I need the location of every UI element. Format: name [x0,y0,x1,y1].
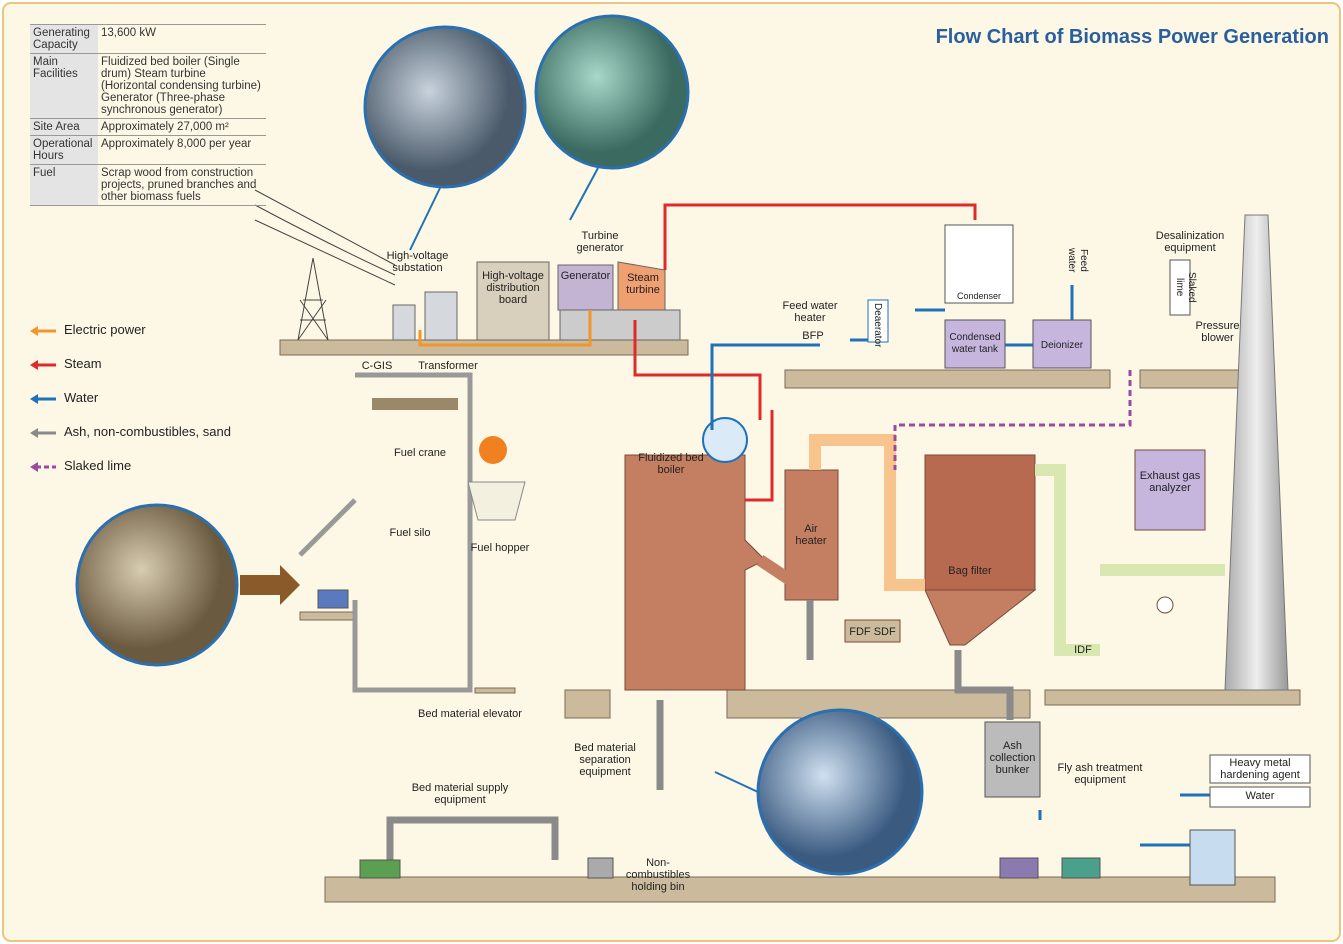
feed-arrow [240,565,300,605]
spec-value: 13,600 kW [98,24,266,54]
photos [75,14,924,876]
label: High-voltage substation [386,250,449,274]
legend-arrowhead [30,461,38,472]
label: Deionizer [1040,340,1084,351]
legend-item: Ash, non-combustibles, sand [30,424,231,439]
legend-icon [30,393,56,404]
label: Bed material elevator [418,708,522,720]
label: Water [1245,790,1275,802]
label: Air heater [795,523,827,547]
label: Non-combustibles holding bin [625,857,691,893]
label: Bag filter [948,565,992,577]
spec-row: Generating Capacity 13,600 kW [30,24,266,54]
label: Feed water [1066,247,1089,273]
spec-row: Site Area Approximately 27,000 m² [30,118,266,136]
label: Heavy metal hardening agent [1220,757,1300,781]
ground-slabs [279,339,1301,903]
stack [1224,214,1289,691]
tower [254,189,396,341]
label: Condenser [956,291,1002,301]
photo-links [409,167,759,793]
legend-label: Slaked lime [64,458,132,473]
spec-row: Operational Hours Approximately 8,000 per… [30,135,266,165]
spec-label: Site Area [30,118,98,136]
legend-label: Water [64,390,99,405]
legend-label: Steam [64,356,102,371]
spec-value: Scrap wood from construction projects, p… [98,164,266,206]
label: IDF [1074,644,1092,656]
label: Generator [560,270,611,282]
spec-label: Fuel [30,164,98,206]
label: Turbine generator [576,230,624,254]
label: Fly ash treatment equipment [1057,762,1143,786]
label: Slaked lime [1174,271,1197,303]
label: Fuel crane [394,447,446,459]
label: Bed material supply equipment [411,782,509,806]
label: Bed material separation equipment [574,742,636,778]
legend-label: Electric power [64,322,146,337]
legend-label: Ash, non-combustibles, sand [64,424,231,439]
label: Fuel silo [389,527,431,539]
spec-label: Generating Capacity [30,24,98,54]
ash-lines [386,600,1014,860]
spec-row: Fuel Scrap wood from construction project… [30,164,266,206]
legend-item: Electric power [30,322,146,337]
legend-icon [30,359,56,370]
label: Pressure blower [1195,320,1240,344]
legend-item: Slaked lime [30,458,131,473]
label: FDF SDF [849,626,896,638]
spec-table: Generating Capacity 13,600 kW Main Facilit… [30,24,266,206]
label: Transformer [418,360,478,372]
label: BFP [802,330,824,342]
label: Feed water heater [782,300,838,324]
grab [479,436,507,464]
crane-beam [372,398,458,410]
spec-label: Operational Hours [30,135,98,165]
boiler-area [624,417,1206,691]
label: Fluidized bed boiler [638,452,704,476]
spec-label: Main Facilities [30,53,98,119]
legend-icon [30,461,56,472]
label: Steam turbine [626,272,660,296]
substation [392,261,681,341]
legend-arrowhead [30,359,38,370]
spec-value: Fluidized bed boiler (Single drum) Steam… [98,53,266,119]
legend-arrowhead [30,393,38,404]
silo [298,372,473,693]
label: Exhaust gas analyzer [1139,470,1201,494]
legend-arrowhead [30,325,38,336]
legend-item: Steam [30,356,102,371]
label: C-GIS [361,360,393,372]
legend-arrowhead [30,427,38,438]
ducts [756,434,1225,656]
legend-icon [30,427,56,438]
spec-value: Approximately 27,000 m² [98,118,266,136]
equipment [317,224,1311,886]
legend-item: Water [30,390,98,405]
label: Ash collection bunker [989,740,1036,776]
legend-icon [30,325,56,336]
label: Desalinization equipment [1155,230,1225,254]
spec-value: Approximately 8,000 per year [98,135,266,165]
label: Deaerator [872,303,883,348]
title: Flow Chart of Biomass Power Generation [935,26,1329,48]
hopper [467,481,526,521]
label: Condensed water tank [949,332,1001,355]
spec-row: Main Facilities Fluidized bed boiler (Sin… [30,53,266,119]
label: Fuel hopper [470,542,530,554]
label: High-voltage distribution board [482,270,544,306]
